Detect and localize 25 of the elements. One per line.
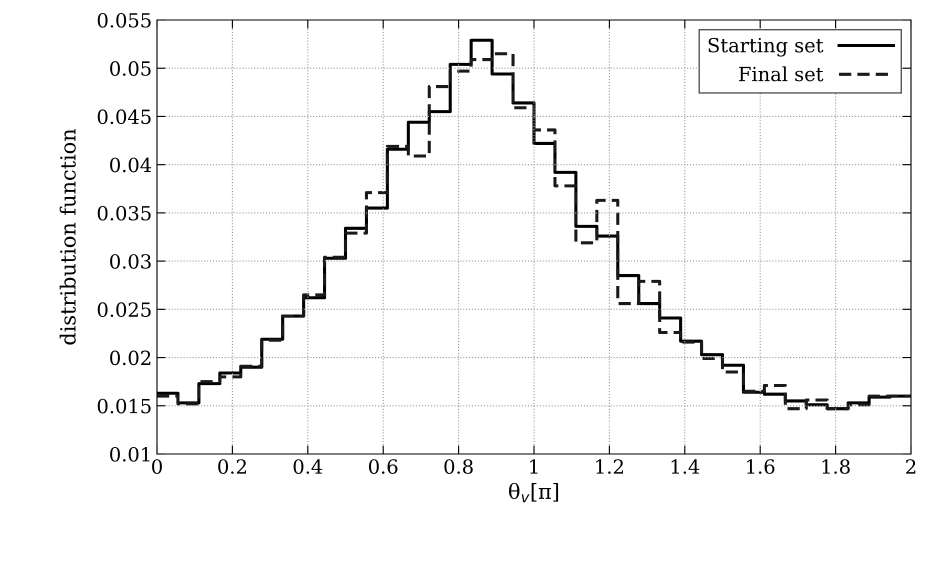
y-tick-label: 0.035 xyxy=(98,206,151,221)
y-tick-label: 0.03 xyxy=(110,254,151,269)
x-axis-title: θ$_{v}$[π] xyxy=(508,482,558,502)
y-tick-label: 0.055 xyxy=(98,12,151,28)
y-tick-label: 0.02 xyxy=(110,350,150,366)
x-tick-label: 1.4 xyxy=(672,459,700,474)
x-tick-label: 0.6 xyxy=(369,459,398,474)
y-tick-label: 0.045 xyxy=(98,109,151,124)
y-axis-title: distribution function xyxy=(60,128,76,345)
x-tick-label: 1 xyxy=(530,459,538,474)
legend-label: Starting set xyxy=(708,38,824,57)
y-tick-label: 0.04 xyxy=(110,158,152,172)
x-tick-label: 1.6 xyxy=(747,459,774,474)
x-tick-label: 2 xyxy=(906,459,916,474)
x-tick-label: 0 xyxy=(152,459,162,474)
x-tick-label: 1.2 xyxy=(596,459,623,474)
y-tick-label: 0.01 xyxy=(110,446,150,462)
x-tick-label: 0.4 xyxy=(294,459,322,474)
x-tick-label: 0.2 xyxy=(218,459,246,474)
x-tick-label: 0.8 xyxy=(444,459,473,474)
y-tick-label: 0.015 xyxy=(98,398,151,414)
y-tick-label: 0.05 xyxy=(110,61,151,76)
x-tick-label: 1.8 xyxy=(822,459,850,474)
y-tick-label: 0.025 xyxy=(98,302,151,317)
legend-label: Final set xyxy=(739,66,824,82)
